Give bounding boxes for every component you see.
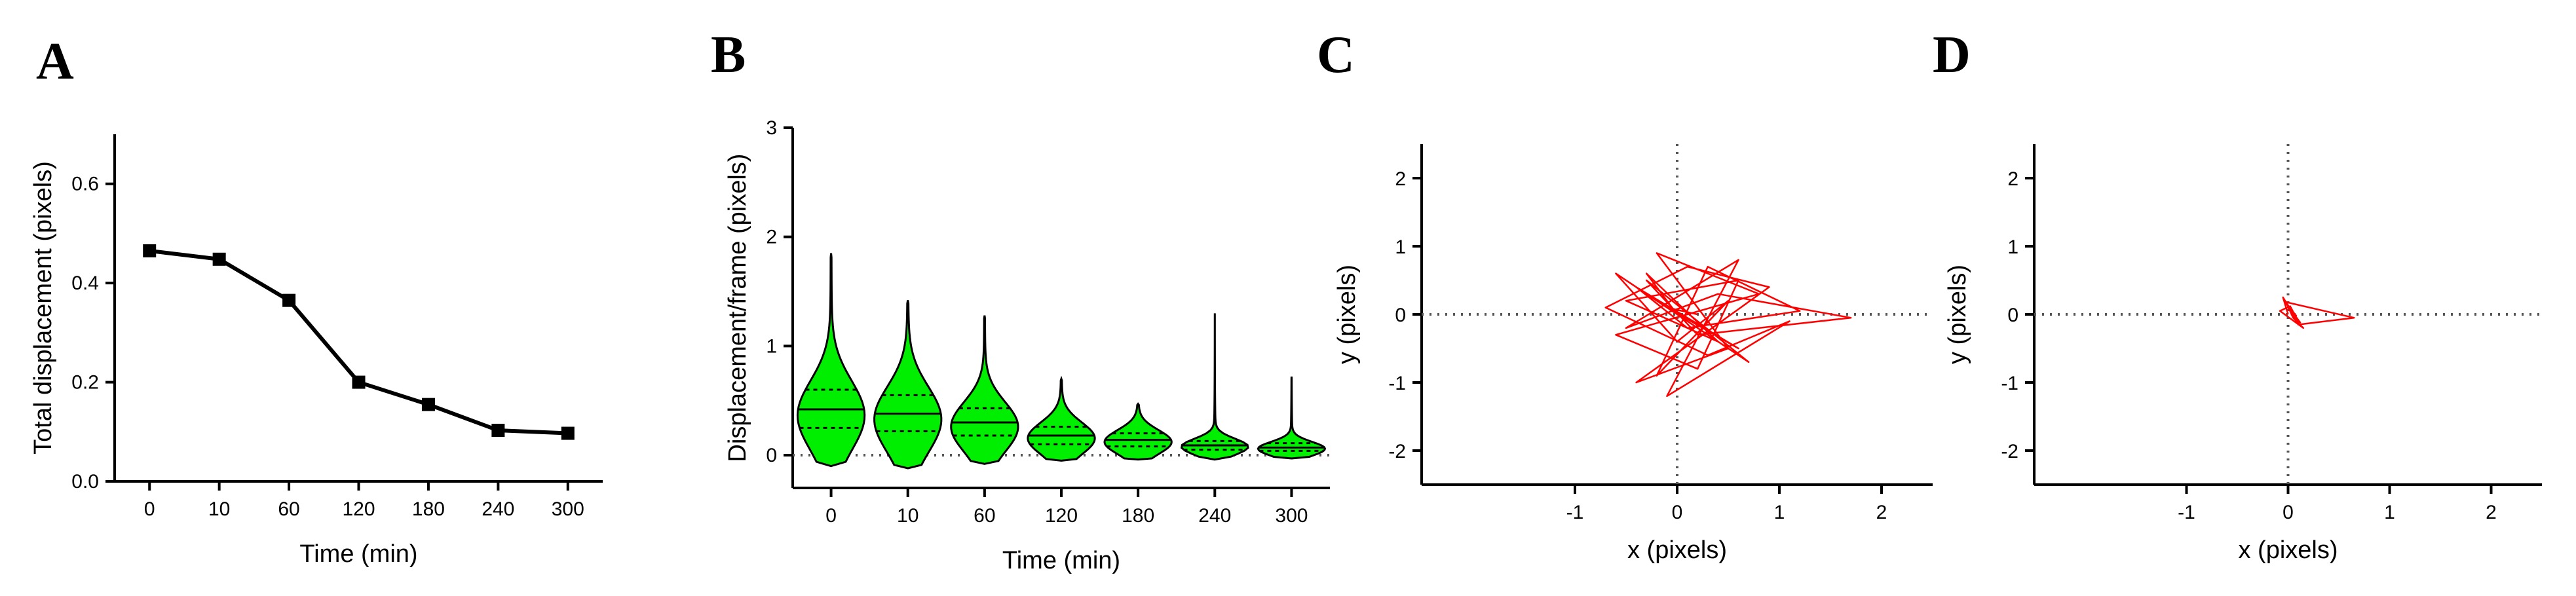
- y-tick-label: 0: [766, 445, 777, 466]
- y-tick-label: 2: [766, 227, 777, 248]
- series-line: [149, 248, 568, 436]
- x-tick-label: -1: [1566, 502, 1584, 523]
- y-tick-label: 0.0: [71, 471, 99, 493]
- violin-shape: [873, 300, 943, 470]
- x-tick-label: 300: [1275, 505, 1308, 527]
- y-tick-label: -1: [2001, 373, 2018, 394]
- x-tick-label: 60: [278, 498, 299, 520]
- panel-b-violin-chart: 0 1 2 3 0 10 60 120 180 240 300 Time (min) Displacem…: [724, 117, 1330, 574]
- x-tick-label: 0: [144, 498, 155, 520]
- y-tick-label: 3: [766, 117, 777, 139]
- y-tick-label: 1: [1395, 236, 1406, 258]
- y-tick-label: 0: [1395, 305, 1406, 326]
- y-tick-label: 1: [766, 335, 777, 357]
- y-tick-label: -1: [1388, 373, 1406, 394]
- violin-shape: [1103, 402, 1173, 461]
- x-axis-label: Time (min): [299, 540, 417, 568]
- x-tick-label: 180: [412, 498, 445, 520]
- y-tick-label: 2: [2007, 168, 2018, 190]
- data-point: [212, 252, 226, 266]
- data-point: [491, 424, 505, 438]
- y-tick-label: 1: [2007, 236, 2018, 258]
- panel-c-trajectory-chart: -2 -1 0 1 2 -1 0 1 2 x (pixels) y (pixels): [1333, 144, 1933, 564]
- panel-label-c: C: [1317, 26, 1355, 84]
- y-axis-label: y (pixels): [1333, 265, 1361, 364]
- trajectory-path: [1604, 252, 1852, 398]
- panel-d-trajectory-chart: -2 -1 0 1 2 -1 0 1 2 x (pixels) y (pixels): [1944, 144, 2542, 564]
- y-tick-label: -2: [2001, 441, 2018, 462]
- x-tick-label: 1: [2384, 502, 2395, 523]
- y-tick-label: 0.6: [71, 174, 99, 195]
- data-point: [282, 293, 296, 307]
- y-tick-label: 2: [1395, 168, 1406, 190]
- x-tick-label: 0: [2282, 502, 2294, 523]
- x-axis-label: x (pixels): [2238, 536, 2338, 564]
- data-point: [421, 398, 435, 411]
- x-tick-label: 2: [1876, 502, 1887, 523]
- x-tick-label: 240: [1198, 505, 1231, 527]
- x-tick-label: 1: [1774, 502, 1785, 523]
- trajectory-path: [2279, 296, 2355, 329]
- data-point: [352, 375, 366, 389]
- violin-shape: [796, 253, 866, 468]
- y-axis-label: Displacement/frame (pixels): [724, 154, 751, 462]
- violin-shape: [950, 315, 1019, 465]
- x-tick-label: 60: [974, 505, 995, 527]
- x-tick-label: -1: [2178, 502, 2195, 523]
- x-tick-label: 180: [1122, 505, 1154, 527]
- panel-label-b: B: [711, 26, 746, 84]
- x-tick-label: 0: [1672, 502, 1683, 523]
- x-tick-label: 10: [897, 505, 919, 527]
- y-tick-label: 0: [2007, 305, 2018, 326]
- y-axis-label: y (pixels): [1944, 265, 1971, 364]
- panel-label-d: D: [1933, 26, 1971, 84]
- x-tick-label: 10: [208, 498, 230, 520]
- x-tick-label: 0: [825, 505, 837, 527]
- panel-label-a: A: [36, 33, 74, 90]
- y-tick-label: 0.2: [71, 372, 99, 394]
- x-tick-label: 240: [482, 498, 514, 520]
- violin-shape: [1027, 375, 1096, 462]
- x-tick-label: 2: [2486, 502, 2497, 523]
- x-tick-label: 120: [342, 498, 375, 520]
- violin-shape: [1257, 376, 1327, 460]
- y-tick-label: 0.4: [71, 272, 99, 294]
- data-point: [143, 244, 157, 257]
- data-point: [561, 426, 575, 440]
- panel-a-line-chart: 0.0 0.2 0.4 0.6 0 10 60 120 180 240 300 Time (min) T…: [29, 134, 603, 568]
- y-axis-label: Total displacement (pixels): [29, 161, 57, 455]
- x-axis-label: Time (min): [1002, 547, 1120, 574]
- violin-shape: [1180, 313, 1249, 461]
- x-tick-label: 300: [552, 498, 584, 520]
- x-axis-label: x (pixels): [1627, 536, 1727, 564]
- y-tick-label: -2: [1388, 441, 1406, 462]
- x-tick-label: 120: [1045, 505, 1078, 527]
